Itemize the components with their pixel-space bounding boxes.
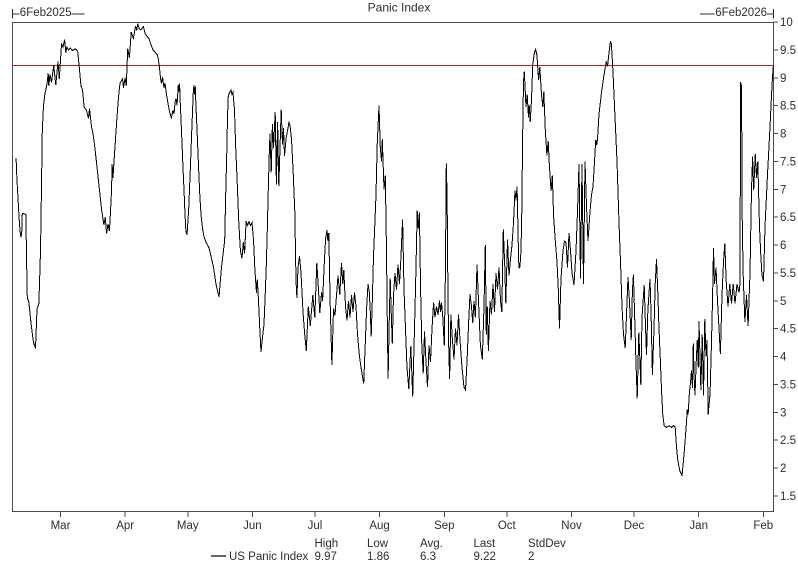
svg-text:Dec: Dec — [624, 520, 645, 532]
svg-text:Mar: Mar — [51, 520, 71, 532]
svg-text:US Panic Index: US Panic Index — [229, 551, 309, 563]
svg-text:4: 4 — [780, 352, 787, 364]
svg-text:2: 2 — [780, 463, 786, 475]
svg-text:Feb: Feb — [753, 520, 773, 532]
svg-text:6Feb2025: 6Feb2025 — [20, 7, 72, 19]
svg-text:Aug: Aug — [369, 520, 389, 532]
svg-text:9.5: 9.5 — [780, 45, 796, 57]
svg-text:5: 5 — [780, 296, 786, 308]
svg-text:6.5: 6.5 — [780, 212, 796, 224]
svg-text:2.5: 2.5 — [780, 435, 796, 447]
svg-text:4.5: 4.5 — [780, 324, 796, 336]
svg-text:Apr: Apr — [116, 520, 134, 532]
svg-text:9: 9 — [780, 73, 786, 85]
svg-text:1.86: 1.86 — [367, 551, 389, 563]
svg-text:8.5: 8.5 — [780, 101, 796, 113]
svg-text:6.3: 6.3 — [420, 551, 436, 563]
svg-text:9.97: 9.97 — [315, 551, 337, 563]
svg-text:7.5: 7.5 — [780, 156, 796, 168]
svg-text:Last: Last — [474, 538, 497, 550]
svg-text:High: High — [315, 538, 339, 550]
svg-text:9.22: 9.22 — [474, 551, 496, 563]
svg-text:Sep: Sep — [434, 520, 454, 532]
svg-text:3.5: 3.5 — [780, 379, 796, 391]
svg-text:Low: Low — [367, 538, 389, 550]
svg-text:Jun: Jun — [243, 520, 262, 532]
svg-text:8: 8 — [780, 129, 786, 141]
svg-text:May: May — [177, 520, 199, 532]
svg-text:1.5: 1.5 — [780, 491, 796, 503]
svg-text:6Feb2026: 6Feb2026 — [715, 7, 767, 19]
svg-text:Oct: Oct — [498, 520, 517, 532]
svg-text:5.5: 5.5 — [780, 268, 796, 280]
svg-text:7: 7 — [780, 184, 786, 196]
svg-text:Jul: Jul — [308, 520, 323, 532]
svg-text:Jan: Jan — [689, 520, 708, 532]
svg-text:Nov: Nov — [561, 520, 582, 532]
svg-text:3: 3 — [780, 407, 786, 419]
svg-text:2: 2 — [528, 551, 534, 563]
svg-text:StdDev: StdDev — [528, 538, 566, 550]
svg-text:Panic Index: Panic Index — [368, 0, 431, 14]
svg-text:10: 10 — [780, 17, 793, 29]
svg-text:Avg.: Avg. — [420, 538, 443, 550]
svg-text:6: 6 — [780, 240, 786, 252]
